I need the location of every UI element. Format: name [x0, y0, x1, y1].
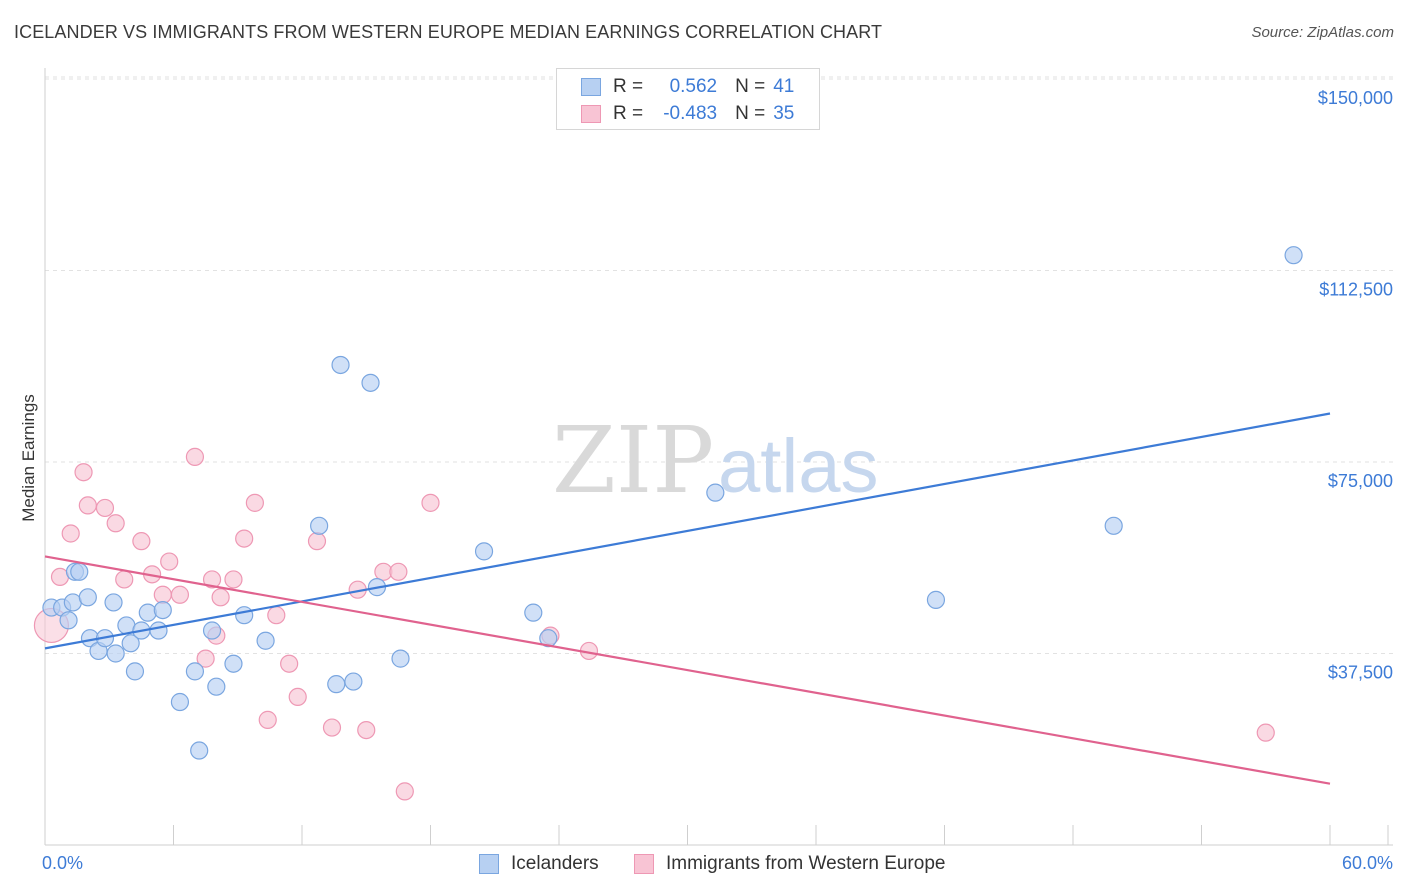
icelanders-point — [190, 741, 209, 760]
immigrants-point — [1256, 723, 1275, 742]
legend-r-value: -0.483 — [663, 103, 718, 124]
legend-r-label: R = — [613, 103, 644, 124]
immigrants-point — [153, 585, 172, 604]
icelanders-point — [310, 516, 329, 535]
icelanders-point — [78, 588, 97, 607]
legend-swatch-blue — [581, 78, 601, 96]
icelanders-point — [327, 675, 346, 694]
immigrants-point — [211, 588, 230, 607]
chart-title: ICELANDER VS IMMIGRANTS FROM WESTERN EUR… — [14, 22, 883, 42]
x-tick-label-min: 0.0% — [42, 853, 83, 873]
icelanders-point — [125, 662, 145, 681]
immigrants-point — [95, 498, 115, 518]
immigrants-point — [185, 447, 205, 466]
icelanders-point — [474, 542, 494, 561]
icelanders-point — [153, 600, 172, 620]
immigrants-point — [132, 532, 151, 551]
immigrants-point — [235, 529, 254, 548]
series-icelanders-points — [42, 246, 1303, 760]
icelanders-point — [926, 590, 946, 609]
bottom-legend-label-icelanders: Icelanders — [511, 853, 599, 874]
legend-row-icelanders: R = 0.562 N = 41 — [557, 74, 794, 100]
icelanders-point — [1104, 516, 1123, 535]
icelanders-point — [524, 603, 543, 622]
icelanders-point — [224, 654, 243, 673]
immigrants-point — [421, 493, 440, 512]
icelanders-point — [391, 649, 410, 668]
axes — [44, 68, 1393, 846]
icelanders-point — [235, 606, 254, 625]
legend-n-value: 41 — [773, 76, 795, 97]
source-credit: Source: ZipAtlas.com — [1251, 24, 1394, 41]
icelanders-point — [344, 672, 363, 691]
immigrants-point — [202, 570, 222, 589]
immigrants-point — [395, 782, 414, 801]
immigrants-point — [170, 585, 190, 604]
legend-n-value: 35 — [773, 103, 795, 124]
legend-swatch-pink — [581, 105, 601, 123]
bottom-legend-swatch-blue — [479, 854, 499, 874]
icelanders-point — [170, 692, 190, 712]
immigrants-point — [267, 606, 286, 625]
icelanders-point — [539, 629, 558, 648]
immigrants-point — [288, 687, 307, 707]
icelanders-point — [361, 373, 380, 392]
immigrants-point — [357, 720, 376, 740]
legend-n-label: N = — [735, 76, 766, 97]
immigrants-point — [61, 524, 80, 543]
immigrants-point — [74, 463, 93, 482]
correlation-legend: R = 0.562 N = 41 R = -0.483 N = 35 — [556, 68, 820, 130]
icelanders-point — [706, 483, 725, 502]
immigrants-point — [307, 532, 327, 551]
x-tick-label-max: 60.0% — [1342, 853, 1393, 873]
y-tick-label: $112,500 — [1319, 280, 1393, 300]
immigrants-point — [389, 562, 408, 581]
icelanders-point — [202, 621, 222, 640]
immigrants-point — [245, 493, 264, 512]
icelanders-point — [59, 611, 78, 630]
icelanders-point — [149, 621, 168, 640]
icelanders-trend-line — [44, 412, 1331, 650]
legend-r-label: R = — [613, 76, 644, 97]
bottom-legend-immigrants: Immigrants from Western Europe — [634, 852, 945, 876]
watermark-atlas: atlas — [718, 424, 879, 509]
icelanders-point — [256, 631, 275, 650]
watermark: ZIP atlas — [552, 407, 879, 514]
immigrants-point — [115, 570, 134, 589]
y-tick-label: $150,000 — [1318, 88, 1393, 108]
immigrants-point — [258, 710, 277, 729]
watermark-zip: ZIP — [552, 407, 714, 514]
y-axis-title: Median Earnings — [19, 394, 38, 522]
immigrants-trend-line — [44, 555, 1331, 785]
icelanders-point — [207, 677, 226, 696]
icelanders-point — [70, 562, 89, 581]
y-tick-label: $75,000 — [1328, 471, 1393, 491]
immigrants-point — [78, 496, 97, 515]
legend-row-immigrants: R = -0.483 N = 35 — [557, 101, 794, 127]
icelanders-point — [104, 593, 123, 612]
legend-n-label: N = — [735, 103, 766, 124]
legend-r-value: 0.562 — [669, 76, 718, 97]
icelanders-point — [331, 355, 350, 375]
bottom-legend-swatch-pink — [634, 854, 654, 874]
immigrants-point — [196, 649, 215, 668]
icelanders-point — [1284, 246, 1303, 265]
icelanders-point — [121, 634, 140, 653]
icelanders-point — [138, 603, 157, 622]
immigrants-point — [160, 552, 179, 571]
immigrants-point — [322, 718, 342, 737]
series-immigrants-points — [33, 447, 1275, 801]
icelanders-point — [106, 644, 125, 663]
immigrants-point — [106, 514, 125, 533]
icelanders-point — [185, 662, 205, 681]
bottom-legend-label-immigrants: Immigrants from Western Europe — [666, 853, 946, 874]
y-tick-label: $37,500 — [1328, 663, 1393, 683]
immigrants-point — [280, 654, 299, 673]
bottom-legend-icelanders: Icelanders — [479, 852, 599, 876]
immigrants-point — [224, 570, 243, 589]
y-tick-labels: $37,500 $75,000 $112,500 $150,000 — [1318, 88, 1393, 683]
trend-lines — [44, 412, 1331, 785]
grid-lines — [45, 76, 1393, 654]
